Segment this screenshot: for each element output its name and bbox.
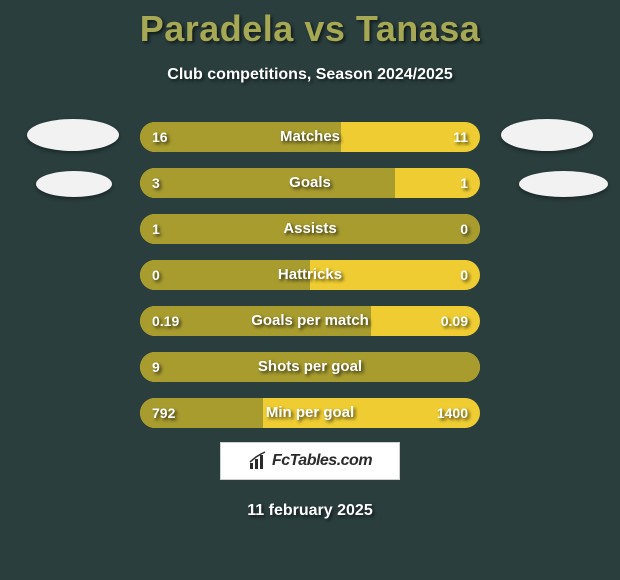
player1-avatar-1 bbox=[27, 119, 119, 151]
stat-label: Goals per match bbox=[140, 306, 480, 336]
subtitle: Club competitions, Season 2024/2025 bbox=[0, 66, 620, 84]
stat-value-left: 1 bbox=[152, 214, 160, 244]
stat-label: Assists bbox=[140, 214, 480, 244]
player2-avatar-1 bbox=[501, 119, 593, 151]
stat-row: Goals3 1 bbox=[140, 168, 480, 198]
title-player2: Tanasa bbox=[356, 8, 480, 49]
title-player1: Paradela bbox=[140, 8, 294, 49]
stat-value-right: 11 bbox=[453, 122, 468, 152]
stat-row: Assists1 0 bbox=[140, 214, 480, 244]
stat-rows: Matches1611Goals31Assists10Hattricks00Go… bbox=[140, 122, 480, 444]
stat-row: Min per goal792 1400 bbox=[140, 398, 480, 428]
stat-value-right: 0 bbox=[460, 260, 468, 290]
stat-value-right: 1 bbox=[460, 168, 468, 198]
stat-label: Goals bbox=[140, 168, 480, 198]
stat-value-left: 792 bbox=[152, 398, 175, 428]
stat-row: Hattricks0 0 bbox=[140, 260, 480, 290]
stat-value-right: 0 bbox=[460, 214, 468, 244]
stat-label: Hattricks bbox=[140, 260, 480, 290]
stat-value-right: 1400 bbox=[437, 398, 468, 428]
date-text: 11 february 2025 bbox=[247, 502, 372, 520]
stat-label: Matches bbox=[140, 122, 480, 152]
stat-value-left: 16 bbox=[152, 122, 168, 152]
title-vs: vs bbox=[304, 8, 345, 49]
stat-row: Shots per goal9 bbox=[140, 352, 480, 382]
stat-value-left: 0.19 bbox=[152, 306, 179, 336]
stat-value-left: 9 bbox=[152, 352, 160, 382]
branding-chart-icon bbox=[248, 451, 268, 471]
player1-avatar-2 bbox=[36, 171, 112, 197]
stat-value-left: 3 bbox=[152, 168, 160, 198]
branding-text: FcTables.com bbox=[272, 452, 372, 470]
stat-row: Goals per match0.19 0.09 bbox=[140, 306, 480, 336]
branding-box[interactable]: FcTables.com bbox=[220, 442, 400, 480]
player2-avatar-2 bbox=[519, 171, 608, 197]
stat-label: Shots per goal bbox=[140, 352, 480, 382]
stat-label: Min per goal bbox=[140, 398, 480, 428]
stat-row: Matches16 11 bbox=[140, 122, 480, 152]
stat-value-left: 0 bbox=[152, 260, 160, 290]
page-title: Paradela vs Tanasa bbox=[0, 8, 620, 50]
stat-value-right: 0.09 bbox=[441, 306, 468, 336]
card-container: Paradela vs Tanasa Club competitions, Se… bbox=[0, 0, 620, 580]
